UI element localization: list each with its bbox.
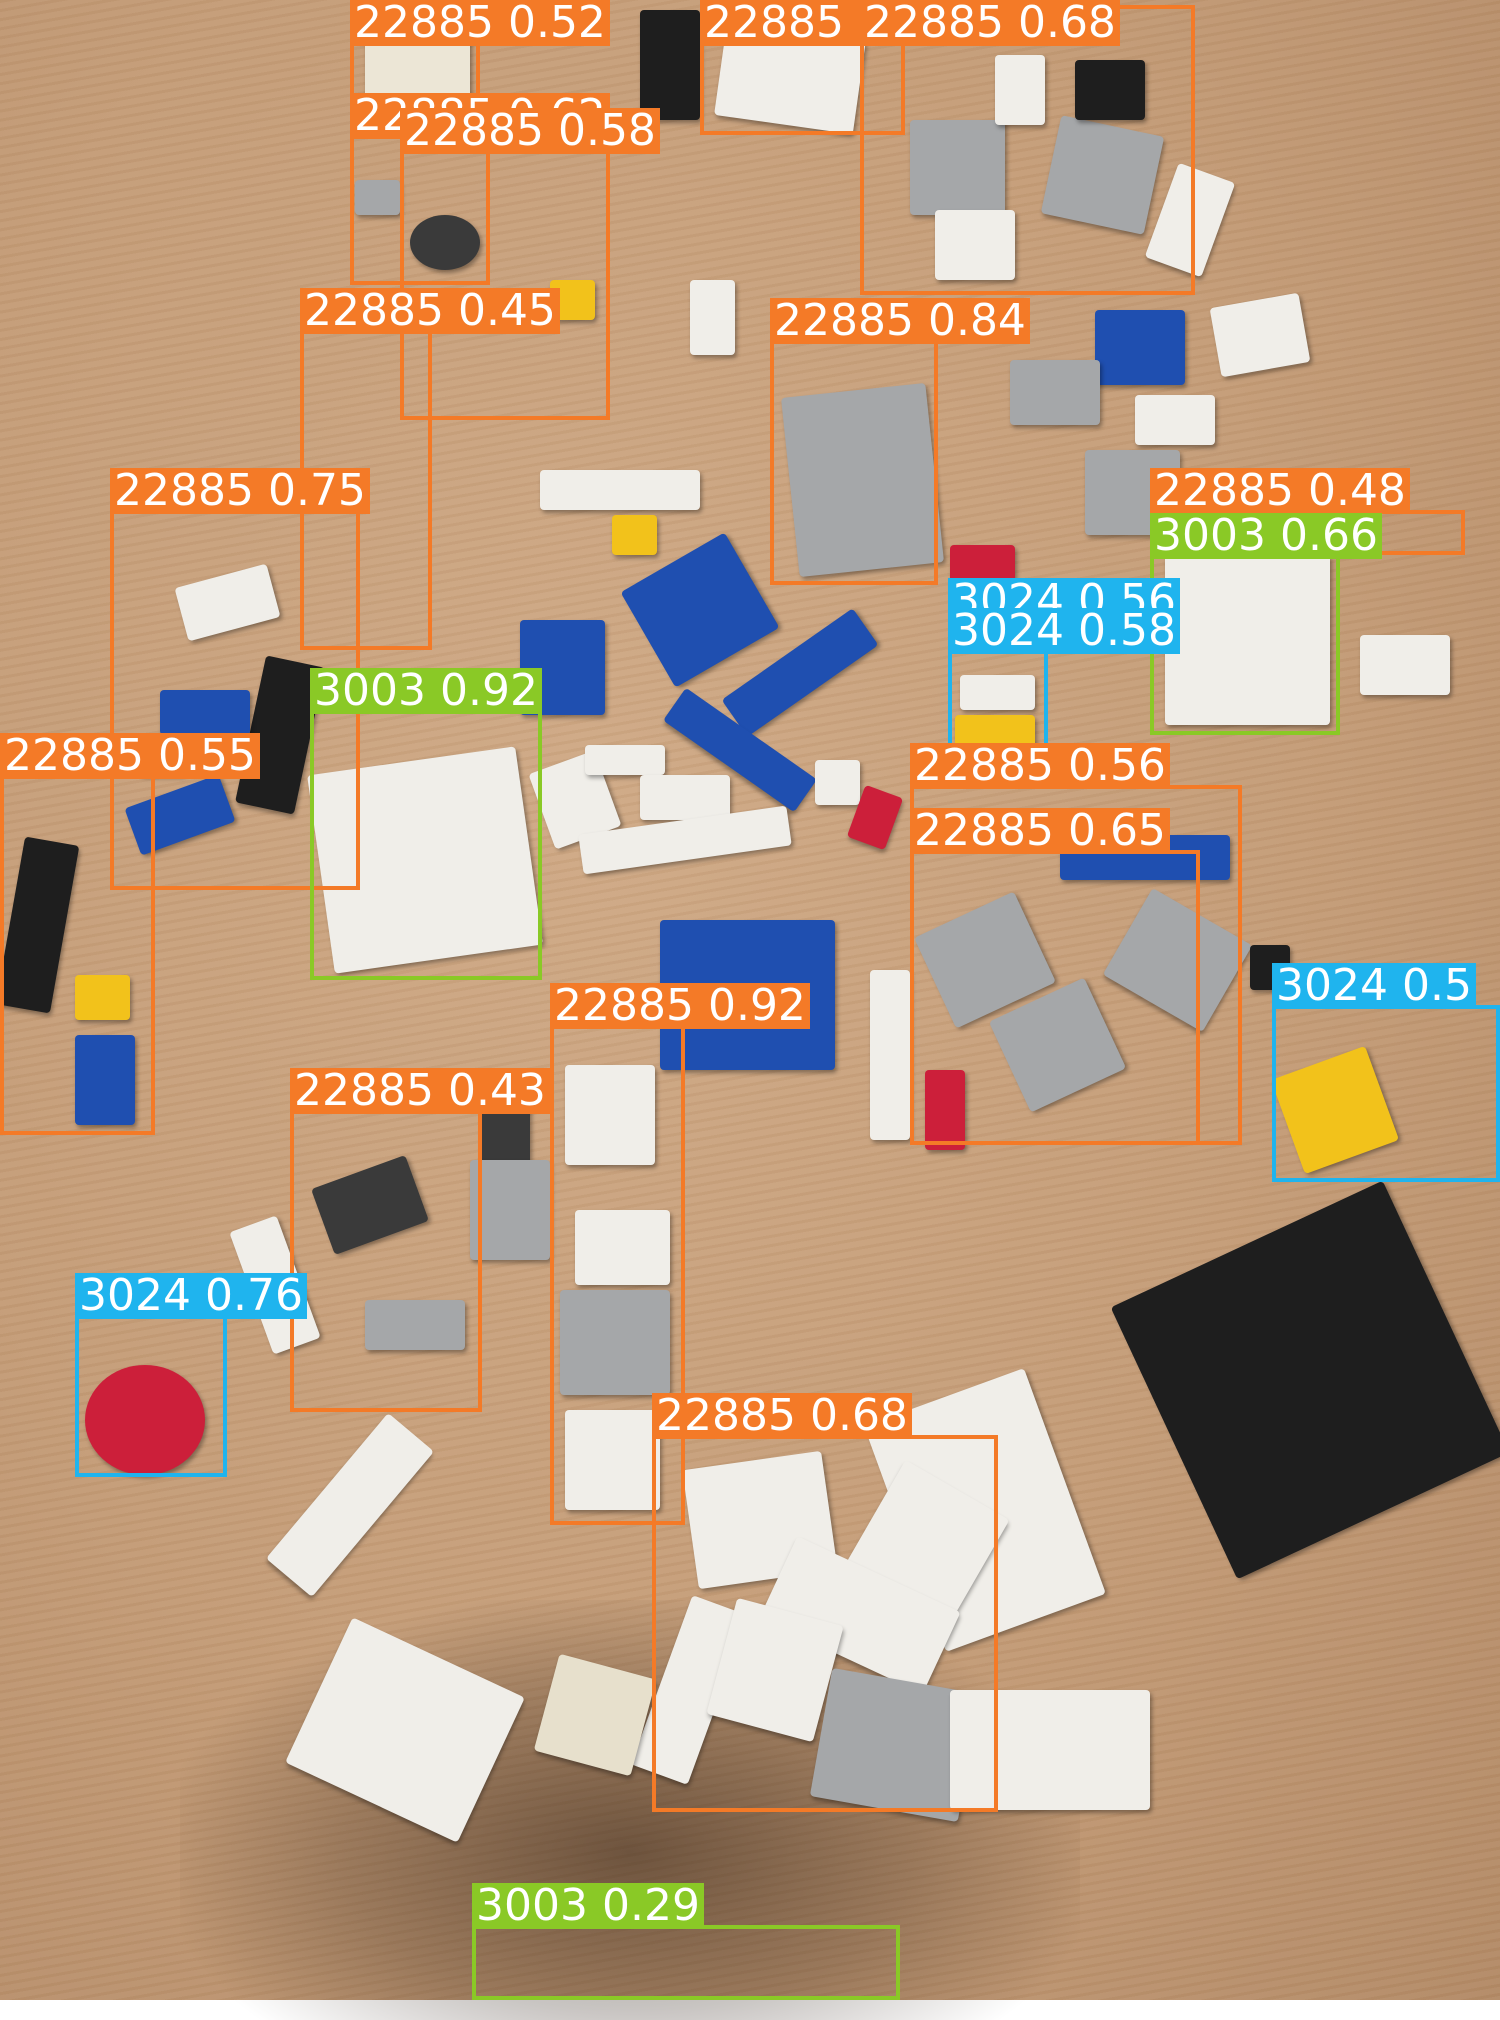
detection-label: 22885 0.43 (290, 1068, 550, 1114)
lego-brick (540, 470, 700, 510)
detection-label: 22885 0.52 (350, 0, 610, 46)
detection-box (860, 5, 1195, 295)
lego-brick (75, 975, 130, 1020)
detection-box (910, 850, 1200, 1145)
lego-brick (995, 55, 1045, 125)
detection-box (0, 775, 155, 1135)
lego-brick (410, 215, 480, 270)
lego-brick (612, 515, 657, 555)
detection-label: 22885 0.68 (860, 0, 1120, 46)
lego-brick (365, 1300, 465, 1350)
detection-label: 22885 0.84 (770, 298, 1030, 344)
detection-label: 22885 0.68 (652, 1393, 912, 1439)
lego-brick (565, 1065, 655, 1165)
detection-label: 3024 0.58 (948, 608, 1180, 654)
detection-box (310, 710, 542, 980)
lego-brick (1010, 360, 1100, 425)
lego-brick (75, 1035, 135, 1125)
lego-brick (470, 1160, 550, 1260)
detection-label: 22885 0.48 (1150, 468, 1410, 514)
lego-brick (1135, 395, 1215, 445)
detection-label: 22885 0.58 (400, 108, 660, 154)
detection-label: 22885 0.92 (550, 983, 810, 1029)
lego-brick (1360, 635, 1450, 695)
detection-label: 3003 0.92 (310, 668, 542, 714)
lego-brick (640, 775, 730, 820)
lego-brick (585, 745, 665, 775)
lego-brick (815, 760, 860, 805)
lego-brick (355, 180, 400, 215)
detection-label: 22885 0.75 (110, 468, 370, 514)
lego-brick (690, 280, 735, 355)
detection-box (770, 340, 938, 585)
lego-brick (1075, 60, 1145, 120)
detection-box (652, 1435, 998, 1812)
lego-brick (560, 1290, 670, 1395)
detection-box (1272, 1005, 1500, 1182)
lego-brick (935, 210, 1015, 280)
lego-brick (870, 970, 910, 1140)
detection-box (75, 1315, 227, 1477)
lego-brick (160, 690, 250, 735)
detection-box (290, 1110, 482, 1412)
lego-brick (1165, 555, 1330, 725)
detection-label: 22885 0.55 (0, 733, 260, 779)
detection-box (472, 1925, 900, 2000)
detection-label: 3003 0.29 (472, 1883, 704, 1929)
lego-brick (960, 675, 1035, 710)
lego-brick (910, 120, 1005, 215)
detection-label: 22885 0.56 (910, 743, 1170, 789)
detection-label: 22885 0.65 (910, 808, 1170, 854)
lego-brick (1095, 310, 1185, 385)
detection-label: 3024 0.5 (1272, 963, 1476, 1009)
lego-brick (950, 1690, 1150, 1810)
lego-brick (85, 1365, 205, 1475)
detection-label: 22885 0.45 (300, 288, 560, 334)
lego-brick (640, 10, 700, 120)
lego-brick (925, 1070, 965, 1150)
detection-label: 3003 0.66 (1150, 513, 1382, 559)
detection-label: 3024 0.76 (75, 1273, 307, 1319)
lego-brick (575, 1210, 670, 1285)
lego-brick (565, 1410, 660, 1510)
